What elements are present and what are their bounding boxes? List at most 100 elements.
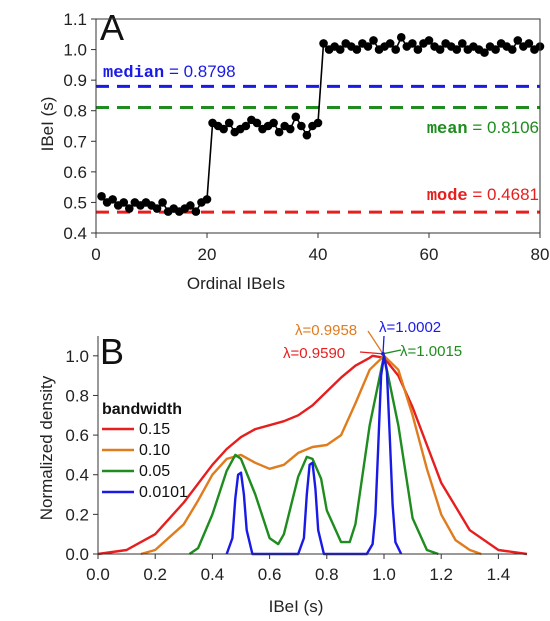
density-curve-0-05 bbox=[188, 354, 439, 556]
panel-a-reference-labels: median = 0.8798 mean = 0.8106 mode = 0.468… bbox=[103, 62, 539, 206]
data-point bbox=[319, 39, 328, 48]
data-point bbox=[224, 118, 234, 128]
x-tick-label: 60 bbox=[420, 245, 439, 264]
median-label: median = 0.8798 bbox=[103, 62, 236, 83]
data-point bbox=[186, 201, 195, 210]
panel-b: B 0.0 0.2 0.4 0.6 0.8 1.0 0.0 0.2 0.4 0.6 0.8 1.0 1… bbox=[37, 319, 528, 616]
panel-b-y-ticks: 0.0 0.2 0.4 0.6 0.8 1.0 bbox=[65, 347, 98, 564]
x-tick-label: 0.8 bbox=[315, 565, 339, 584]
panel-b-label: B bbox=[100, 331, 124, 372]
panel-a-points bbox=[97, 33, 545, 216]
data-point bbox=[125, 204, 134, 213]
data-point bbox=[269, 118, 278, 128]
y-tick-label: 0.9 bbox=[63, 71, 87, 90]
peak-arrow bbox=[382, 349, 402, 355]
data-point bbox=[369, 36, 378, 45]
y-tick-label: 0.4 bbox=[65, 466, 89, 485]
data-point bbox=[480, 48, 489, 57]
density-curve-0-10 bbox=[140, 354, 482, 556]
mode-label: mode = 0.4681 bbox=[427, 185, 539, 206]
panel-b-x-axis-label: IBeI (s) bbox=[269, 597, 324, 616]
y-tick-label: 0.2 bbox=[65, 505, 89, 524]
y-tick-label: 0.8 bbox=[63, 102, 87, 121]
panel-b-legend: bandwidth 0.15 0.10 0.05 0.0101 bbox=[102, 401, 188, 501]
data-point bbox=[158, 198, 167, 207]
legend-label: 0.05 bbox=[139, 463, 170, 480]
y-tick-label: 0.6 bbox=[65, 426, 89, 445]
legend-label: 0.15 bbox=[139, 421, 170, 438]
data-point bbox=[202, 195, 212, 204]
data-point bbox=[241, 121, 251, 131]
x-tick-label: 40 bbox=[309, 245, 328, 264]
y-tick-label: 0.5 bbox=[63, 193, 87, 212]
data-point bbox=[335, 45, 345, 54]
panel-b-x-ticks: 0.0 0.2 0.4 0.6 0.8 1.0 1.2 1.4 bbox=[86, 554, 510, 584]
data-point bbox=[458, 39, 467, 48]
data-point bbox=[391, 45, 401, 54]
data-point bbox=[424, 36, 434, 45]
data-point bbox=[507, 45, 517, 54]
x-tick-label: 1.2 bbox=[429, 565, 453, 584]
mean-label: mean = 0.8106 bbox=[427, 118, 539, 139]
data-point bbox=[408, 39, 417, 48]
x-tick-label: 0.6 bbox=[258, 565, 282, 584]
data-point bbox=[302, 130, 312, 140]
data-point bbox=[396, 33, 406, 42]
y-tick-label: 1.1 bbox=[63, 10, 87, 29]
data-point bbox=[363, 42, 373, 51]
legend-label: 0.10 bbox=[139, 442, 170, 459]
data-point bbox=[108, 195, 117, 204]
data-point bbox=[97, 192, 106, 201]
data-point bbox=[491, 45, 500, 54]
data-point bbox=[285, 124, 295, 134]
peak-label-0-05: λ=1.0015 bbox=[400, 343, 462, 360]
data-point bbox=[152, 204, 162, 213]
data-point bbox=[524, 39, 534, 48]
x-tick-label: 0.0 bbox=[86, 565, 110, 584]
peak-arrow bbox=[367, 330, 384, 355]
data-point bbox=[352, 45, 362, 54]
y-tick-label: 0.6 bbox=[63, 163, 87, 182]
data-point bbox=[291, 112, 301, 122]
x-tick-label: 0 bbox=[91, 245, 100, 264]
x-tick-label: 20 bbox=[198, 245, 217, 264]
y-tick-label: 0.4 bbox=[63, 224, 87, 243]
peak-arrow bbox=[359, 351, 384, 355]
legend-label: 0.0101 bbox=[139, 484, 188, 501]
legend-title: bandwidth bbox=[102, 401, 182, 418]
data-point bbox=[313, 118, 323, 128]
x-tick-label: 1.0 bbox=[372, 565, 396, 584]
panel-b-peak-labels: λ=0.9590 λ=0.9958 λ=1.0015 λ=1.0002 bbox=[283, 319, 462, 362]
data-point bbox=[385, 39, 395, 48]
data-point bbox=[452, 45, 462, 54]
peak-label-0-10: λ=0.9958 bbox=[295, 322, 357, 339]
panel-b-density-curves bbox=[97, 354, 528, 556]
y-tick-label: 0.7 bbox=[63, 132, 87, 151]
panel-b-y-axis-label: Normalized density bbox=[37, 375, 56, 520]
peak-arrow-head bbox=[381, 352, 385, 356]
x-tick-label: 0.4 bbox=[201, 565, 225, 584]
y-tick-label: 0.8 bbox=[65, 386, 89, 405]
panel-a-label: A bbox=[100, 7, 124, 48]
data-point bbox=[219, 124, 228, 134]
y-tick-label: 0.0 bbox=[65, 545, 89, 564]
panel-a-y-ticks: 0.4 0.5 0.6 0.7 0.8 0.9 1.0 1.1 bbox=[63, 10, 96, 243]
density-curve-0-15 bbox=[97, 354, 528, 556]
panel-a: A 0.4 0.5 0.6 0.7 0.8 0.9 1.0 1.1 0 20 40 60 80 med… bbox=[38, 7, 549, 293]
y-tick-label: 1.0 bbox=[63, 41, 87, 60]
data-point bbox=[435, 45, 445, 54]
data-point bbox=[513, 36, 523, 45]
peak-label-0-15: λ=0.9590 bbox=[283, 345, 345, 362]
data-point bbox=[119, 198, 129, 207]
density-curve-0-0101 bbox=[225, 354, 403, 556]
data-point bbox=[191, 207, 201, 216]
data-point bbox=[252, 118, 262, 128]
data-point bbox=[413, 45, 423, 54]
x-tick-label: 80 bbox=[531, 245, 550, 264]
data-point bbox=[274, 127, 284, 137]
peak-arrow bbox=[382, 335, 385, 354]
y-tick-label: 1.0 bbox=[65, 347, 89, 366]
x-tick-label: 0.2 bbox=[143, 565, 167, 584]
panel-a-y-axis-label: IBeI (s) bbox=[38, 97, 57, 152]
